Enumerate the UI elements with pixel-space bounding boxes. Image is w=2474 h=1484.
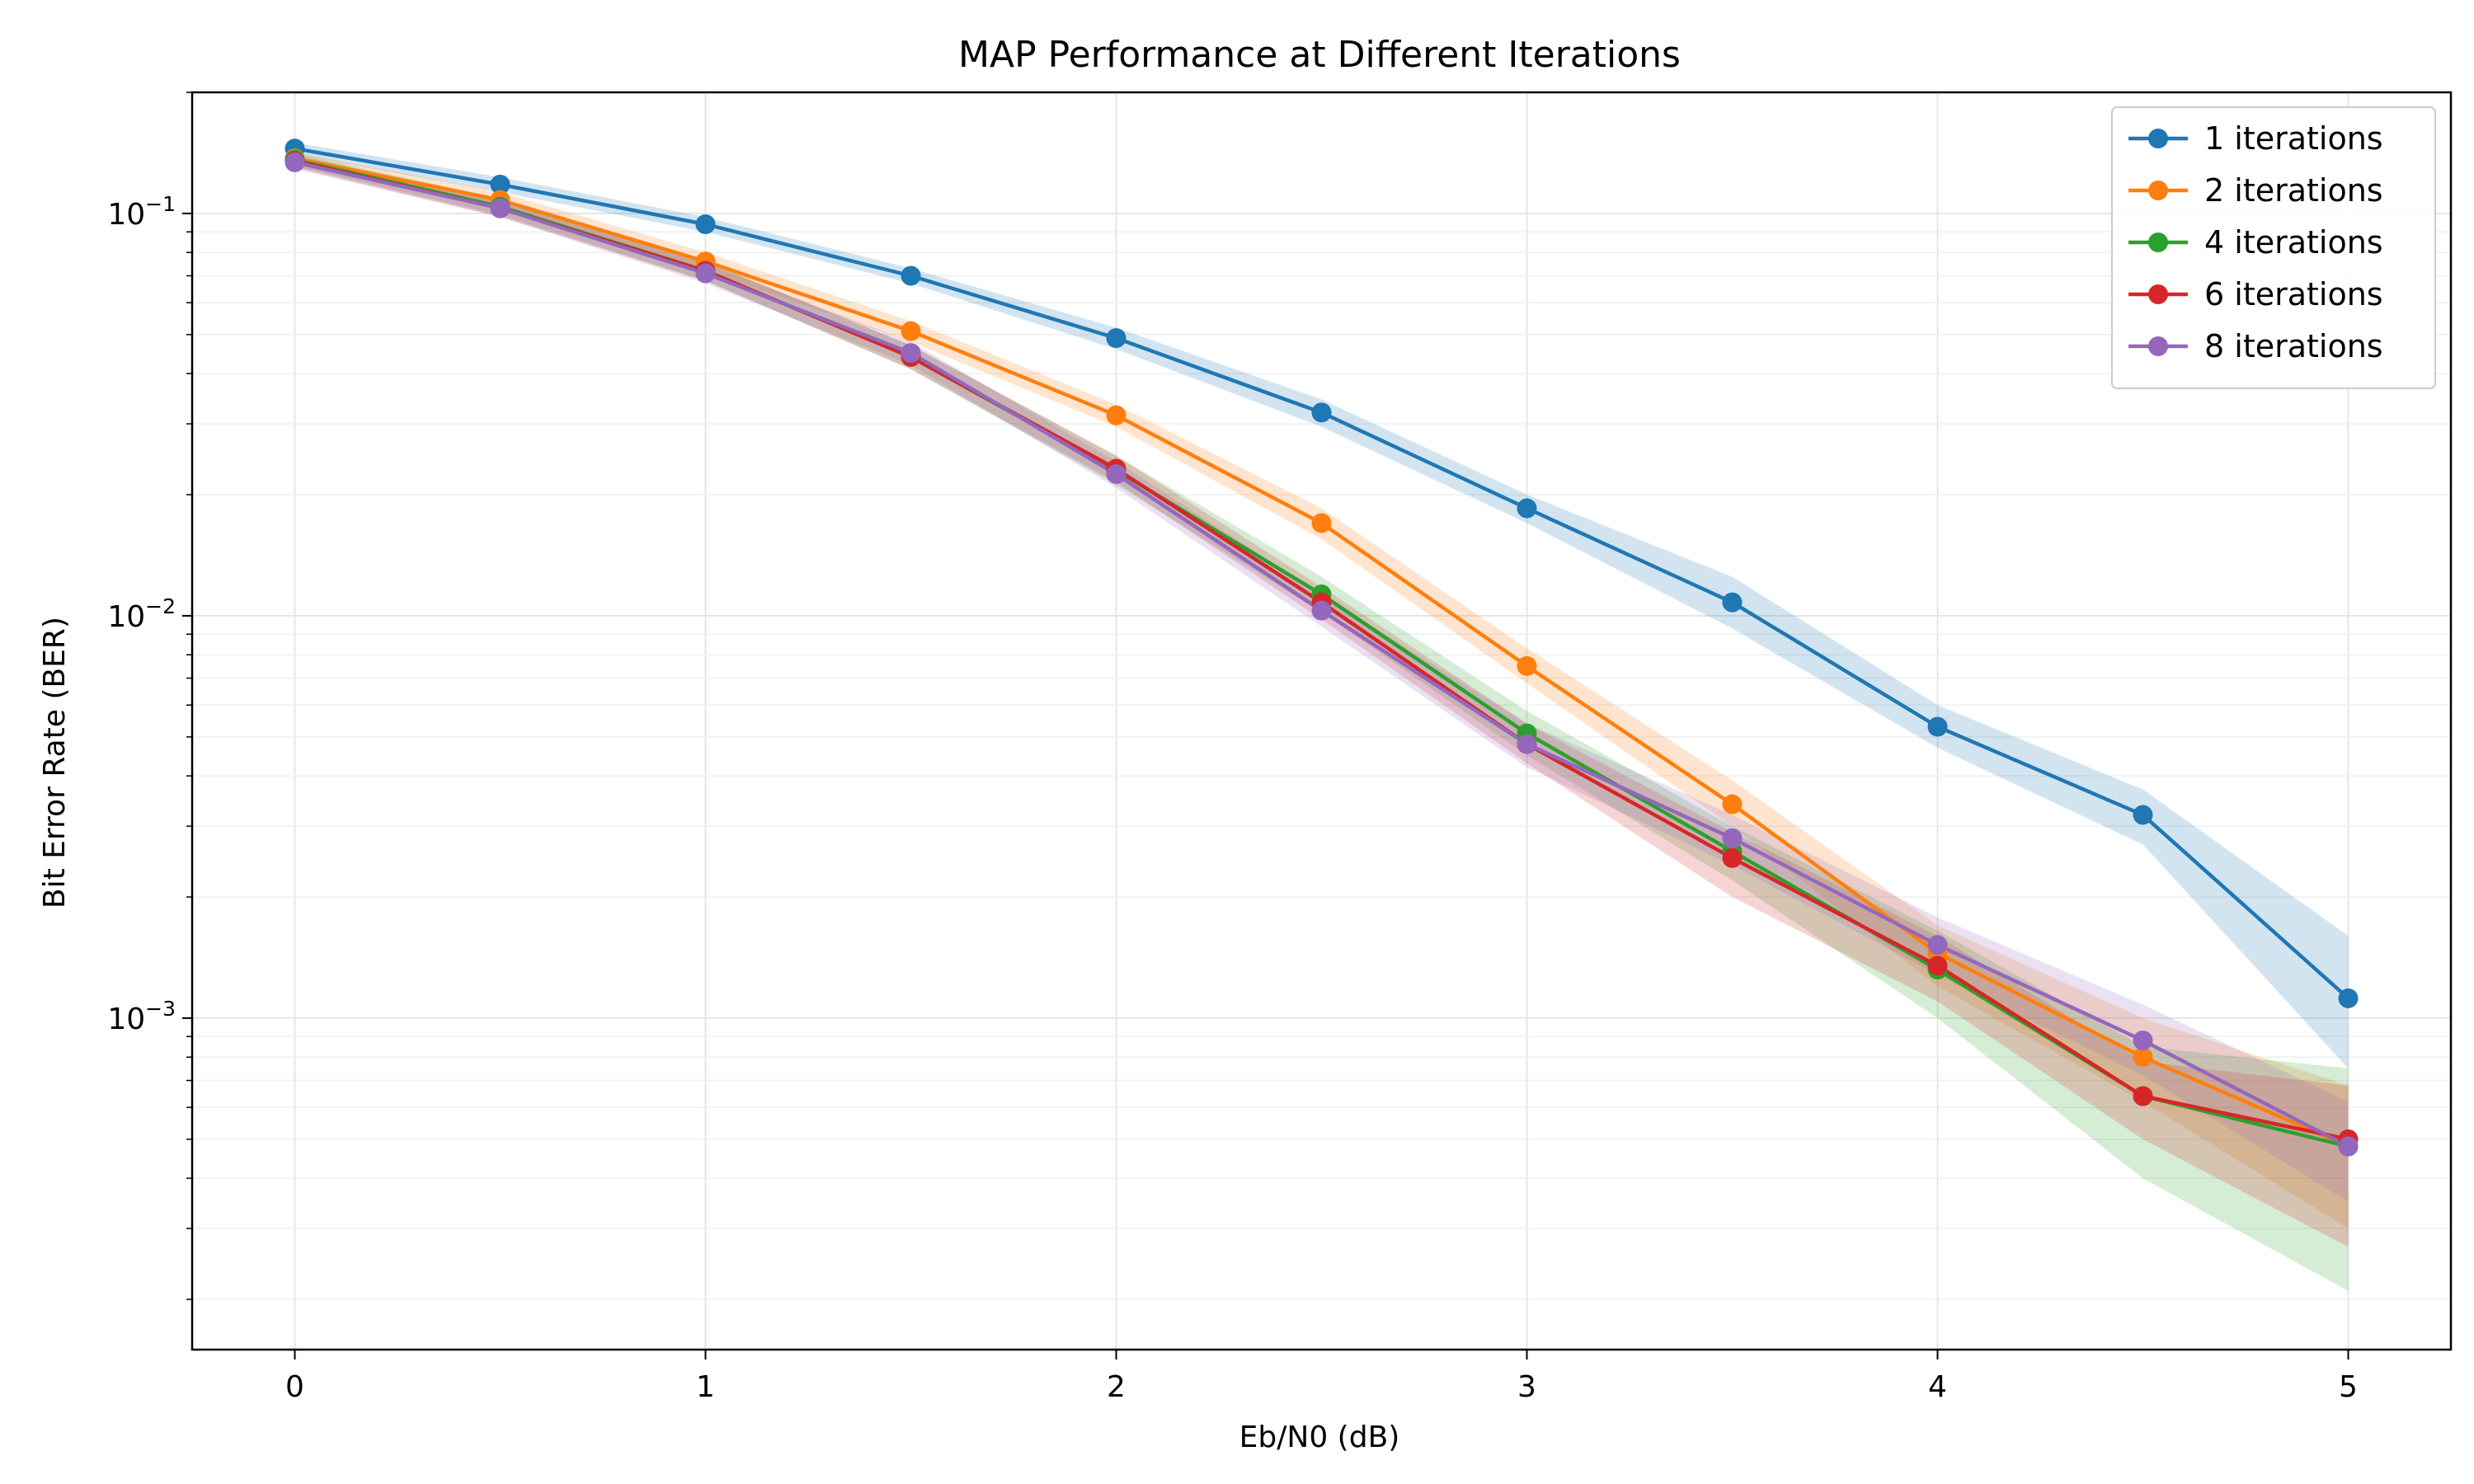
- data-point-series-2: [1106, 405, 1126, 425]
- legend-label: 4 iterations: [2204, 224, 2383, 261]
- data-point-series-1: [2133, 805, 2153, 825]
- legend-box: [2111, 106, 2436, 389]
- axis-ticks: 0 1 2 3 4 510−310−210−1: [107, 92, 2358, 1404]
- legend-marker: [2148, 181, 2168, 200]
- x-tick-label: 2: [1107, 1370, 1126, 1404]
- data-point-series-1: [901, 265, 921, 286]
- y-tick-label: 10−1: [107, 192, 176, 232]
- legend-marker: [2148, 284, 2168, 304]
- data-point-series-2: [1311, 513, 1332, 533]
- data-point-series-1: [1106, 328, 1126, 349]
- data-point-series-1: [1927, 716, 1948, 737]
- data-point-series-5: [1517, 734, 1537, 754]
- x-tick-label: 0: [285, 1370, 304, 1404]
- data-point-series-2: [1722, 794, 1743, 815]
- error-band-series-4: [294, 154, 2349, 1247]
- data-point-series-5: [1927, 935, 1948, 956]
- data-point-series-1: [1311, 402, 1332, 423]
- y-tick-exponent: −3: [145, 997, 176, 1021]
- data-point-series-5: [490, 198, 510, 218]
- x-axis-label: Eb/N0 (dB): [1239, 1421, 1400, 1454]
- data-point-series-5: [2133, 1031, 2153, 1051]
- data-point-series-2: [1517, 655, 1537, 676]
- plot-frame: [190, 91, 2453, 1351]
- data-point-series-2: [2133, 1047, 2153, 1068]
- x-tick-label: 1: [696, 1370, 715, 1404]
- data-point-series-4: [2133, 1086, 2153, 1106]
- data-point-series-5: [1311, 600, 1332, 621]
- data-point-series-5: [1722, 828, 1743, 848]
- data-point-series-5: [285, 152, 305, 172]
- y-tick-exponent: −1: [145, 192, 176, 216]
- error-band-series-3: [294, 153, 2349, 1291]
- legend-label: 8 iterations: [2204, 328, 2383, 364]
- x-tick-label: 4: [1928, 1370, 1947, 1404]
- y-tick-label: 10−2: [107, 594, 176, 634]
- data-point-series-1: [1517, 498, 1537, 519]
- data-point-series-1: [490, 174, 510, 195]
- data-point-series-1: [695, 214, 716, 235]
- x-tick-label: 3: [1517, 1370, 1536, 1404]
- y-tick-label: 10−3: [107, 997, 176, 1036]
- y-tick-base: 10: [107, 600, 145, 634]
- legend-label: 6 iterations: [2204, 276, 2383, 312]
- y-axis-label: Bit Error Rate (BER): [38, 617, 72, 909]
- data-point-series-4: [1927, 956, 1948, 976]
- error-bands: [294, 143, 2349, 1291]
- data-point-series-5: [2338, 1136, 2359, 1157]
- legend-label: 1 iterations: [2204, 120, 2383, 157]
- legend-label: 2 iterations: [2204, 172, 2383, 209]
- data-point-series-5: [1106, 464, 1126, 485]
- data-point-series-1: [2338, 988, 2359, 1008]
- x-tick-label: 5: [2339, 1370, 2358, 1404]
- data-point-series-5: [695, 263, 716, 284]
- y-tick-base: 10: [107, 198, 145, 232]
- chart-title: MAP Performance at Different Iterations: [958, 34, 1681, 76]
- y-tick-base: 10: [107, 1003, 145, 1036]
- legend-marker: [2148, 232, 2168, 252]
- series-markers: [285, 139, 2359, 1157]
- data-point-series-4: [1722, 848, 1743, 868]
- y-tick-exponent: −2: [145, 594, 176, 618]
- data-point-series-5: [901, 343, 921, 364]
- data-point-series-2: [901, 321, 921, 341]
- legend-marker: [2148, 336, 2168, 356]
- data-point-series-1: [1722, 592, 1743, 613]
- legend-marker: [2148, 129, 2168, 148]
- legend: 1 iterations 2 iterations 4 iterations 6 it…: [2111, 106, 2436, 389]
